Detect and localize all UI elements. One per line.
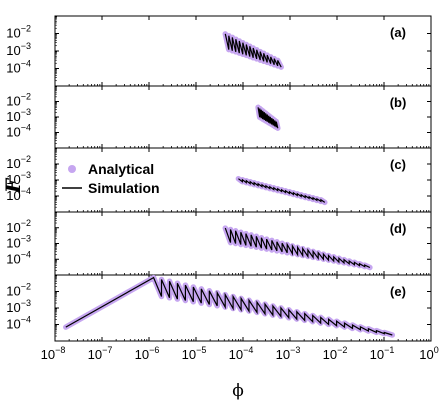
y-tick-label: 10−4 xyxy=(6,186,31,203)
y-tick-label: 10−3 xyxy=(6,298,31,315)
y-tick-label: 10−4 xyxy=(6,59,31,76)
legend-label-simulation: Simulation xyxy=(88,180,160,196)
simulation-series xyxy=(224,227,371,269)
y-tick-label: 10−2 xyxy=(6,92,31,109)
y-tick-label: 10−4 xyxy=(6,315,31,332)
simulation-series xyxy=(65,276,393,336)
y-tick-label: 10−2 xyxy=(6,154,31,171)
panel-label: (a) xyxy=(390,25,406,40)
x-axis-title: ϕ xyxy=(232,381,244,401)
x-tick-label: 10−6 xyxy=(135,345,160,362)
panel-label: (e) xyxy=(390,284,406,299)
panel-label: (c) xyxy=(390,157,406,172)
y-axis-title: F xyxy=(1,177,25,194)
y-tick-label: 10−3 xyxy=(6,170,31,187)
y-tick-label: 10−3 xyxy=(6,107,31,124)
x-tick-label: 10−5 xyxy=(182,345,207,362)
x-tick-label: 10−2 xyxy=(323,345,348,362)
x-tick-label: 100 xyxy=(419,345,438,362)
simulation-series xyxy=(257,107,279,129)
x-tick-label: 10−7 xyxy=(88,345,113,362)
legend-label-analytical: Analytical xyxy=(88,161,154,177)
x-tick-label: 10−4 xyxy=(229,345,254,362)
y-tick-label: 10−4 xyxy=(6,123,31,140)
panel-label: (d) xyxy=(390,221,407,236)
panel-label: (b) xyxy=(390,95,407,110)
y-tick-label: 10−4 xyxy=(6,249,31,266)
simulation-series xyxy=(224,33,282,68)
y-tick-label: 10−2 xyxy=(6,282,31,299)
y-tick-label: 10−3 xyxy=(6,41,31,58)
simulation-series xyxy=(238,178,326,203)
panel-frame xyxy=(54,85,432,149)
y-tick-label: 10−2 xyxy=(6,24,31,41)
x-tick-label: 10−1 xyxy=(370,345,395,362)
y-tick-label: 10−3 xyxy=(6,234,31,251)
legend-marker-analytical xyxy=(68,165,76,173)
x-tick-label: 10−3 xyxy=(276,345,301,362)
x-tick-label: 10−8 xyxy=(41,345,66,362)
y-tick-label: 10−2 xyxy=(6,218,31,235)
